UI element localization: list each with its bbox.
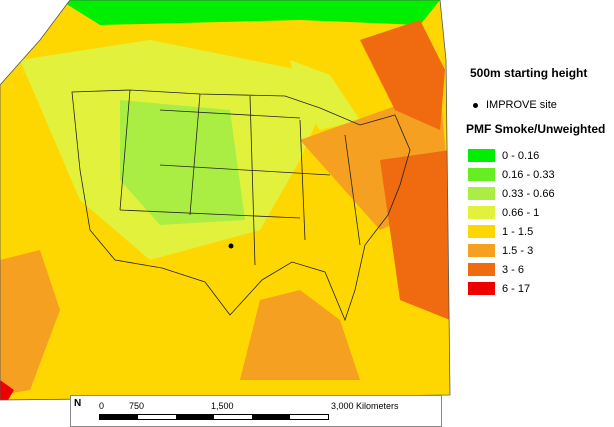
legend-item: 6 - 17 — [468, 279, 555, 298]
legend-swatch — [468, 282, 495, 295]
legend-item: 1 - 1.5 — [468, 222, 555, 241]
legend-item: 3 - 6 — [468, 260, 555, 279]
scale-tick-label: 1,500 — [211, 401, 234, 411]
legend-label: 1.5 - 3 — [502, 244, 534, 257]
legend-swatch — [468, 225, 495, 238]
legend-label: 3 - 6 — [502, 263, 525, 276]
north-arrow-icon: N — [74, 398, 82, 409]
legend-swatch — [468, 206, 495, 219]
legend-swatch — [468, 263, 495, 276]
smoke-value-field — [0, 0, 450, 400]
scale-tick-label: 750 — [129, 401, 145, 411]
improve-site-dot — [228, 243, 234, 249]
legend-item: 0.66 - 1 — [468, 203, 555, 222]
legend-item: 0 - 0.16 — [468, 146, 555, 165]
starting-height-title: 500m starting height — [470, 66, 588, 80]
legend-swatch — [468, 187, 495, 200]
legend-label: 0.33 - 0.66 — [502, 187, 555, 200]
legend-label: 0 - 0.16 — [502, 149, 540, 162]
improve-site-key: IMPROVE site — [473, 99, 557, 111]
legend-item: 0.16 - 0.33 — [468, 165, 555, 184]
legend-label: 0.16 - 0.33 — [502, 168, 555, 181]
legend-item: 0.33 - 0.66 — [468, 184, 555, 203]
legend-item: 1.5 - 3 — [468, 241, 555, 260]
legend-swatch — [468, 149, 495, 162]
scale-bar: N 0 750 1,500 3,000 Kilometers — [70, 395, 442, 427]
scale-tick-label: 3,000 Kilometers — [331, 401, 399, 411]
legend-label: 0.66 - 1 — [502, 206, 540, 219]
legend-swatch — [468, 168, 495, 181]
legend-label: 1 - 1.5 — [502, 225, 534, 238]
legend-swatch — [468, 244, 495, 257]
site-marker-icon — [473, 102, 478, 108]
legend-title: PMF Smoke/Unweighted — [466, 122, 606, 136]
scale-bar-graphic — [99, 414, 329, 420]
legend: 0 - 0.16 0.16 - 0.33 0.33 - 0.66 0.66 - … — [468, 146, 555, 298]
scale-tick-label: 0 — [99, 401, 105, 411]
site-marker-label: IMPROVE site — [486, 99, 557, 111]
legend-label: 6 - 17 — [502, 282, 531, 295]
